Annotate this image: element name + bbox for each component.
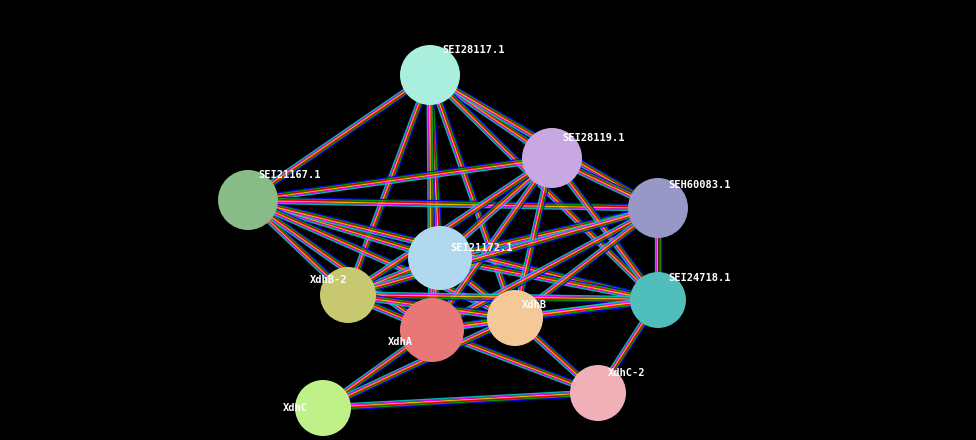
Text: SEI21172.1: SEI21172.1 <box>450 243 512 253</box>
Circle shape <box>218 170 278 230</box>
Text: SEH60083.1: SEH60083.1 <box>668 180 730 190</box>
Circle shape <box>570 365 626 421</box>
Circle shape <box>408 226 472 290</box>
Text: XdhA: XdhA <box>388 337 413 347</box>
Text: SEI21167.1: SEI21167.1 <box>258 170 320 180</box>
Text: XdhC: XdhC <box>283 403 308 413</box>
Circle shape <box>400 45 460 105</box>
Circle shape <box>628 178 688 238</box>
Circle shape <box>487 290 543 346</box>
Text: SEI24718.1: SEI24718.1 <box>668 273 730 283</box>
Text: XdhC-2: XdhC-2 <box>608 368 645 378</box>
Text: XdhB-2: XdhB-2 <box>310 275 347 285</box>
Circle shape <box>400 298 464 362</box>
Circle shape <box>630 272 686 328</box>
Text: XdhB: XdhB <box>522 300 547 310</box>
Circle shape <box>522 128 582 188</box>
Text: SEI28117.1: SEI28117.1 <box>442 45 505 55</box>
Circle shape <box>320 267 376 323</box>
Circle shape <box>295 380 351 436</box>
Text: SEI28119.1: SEI28119.1 <box>562 133 625 143</box>
